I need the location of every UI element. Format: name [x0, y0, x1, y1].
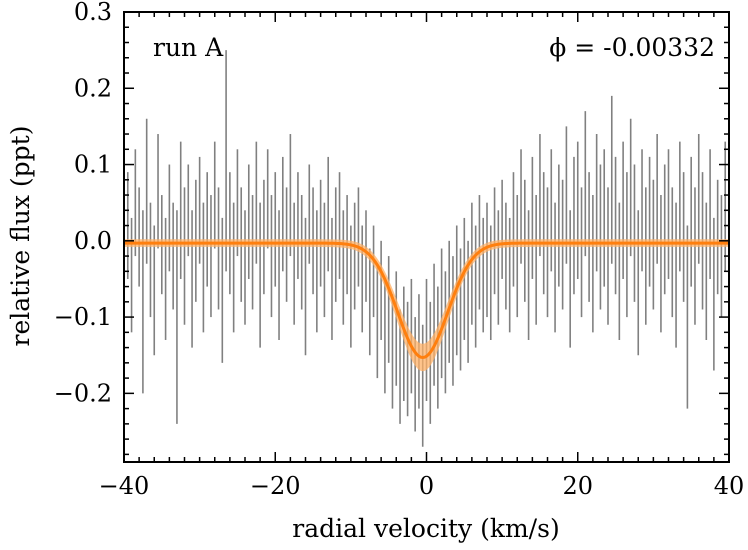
y-axis-label: relative flux (ppt): [6, 126, 35, 347]
run-annotation: run A: [153, 33, 224, 62]
data-errorbars: [123, 50, 730, 447]
x-tick-label: −20: [250, 472, 301, 500]
y-tick-label: −0.1: [54, 303, 112, 331]
x-tick-label: 20: [562, 472, 593, 500]
y-tick-label: 0.2: [74, 74, 112, 102]
model-fit-line: [124, 241, 729, 360]
x-axis-label: radial velocity (km/s): [292, 514, 559, 543]
tick-labels: −40 −20 0 20 40 0.3 0.2 0.1 0.0 −0.1 −0.2: [54, 0, 745, 500]
y-tick-label: 0.3: [74, 0, 112, 26]
y-tick-label: −0.2: [54, 379, 112, 407]
model-uncertainty-band: [124, 239, 729, 372]
y-tick-label: 0.1: [74, 151, 112, 179]
plot-frame: [123, 11, 730, 463]
y-tick-label: 0.0: [74, 227, 112, 255]
phase-annotation: ϕ = -0.00332: [549, 33, 715, 62]
x-tick-label: 0: [419, 472, 434, 500]
x-tick-label: 40: [714, 472, 745, 500]
x-tick-label: −40: [99, 472, 150, 500]
